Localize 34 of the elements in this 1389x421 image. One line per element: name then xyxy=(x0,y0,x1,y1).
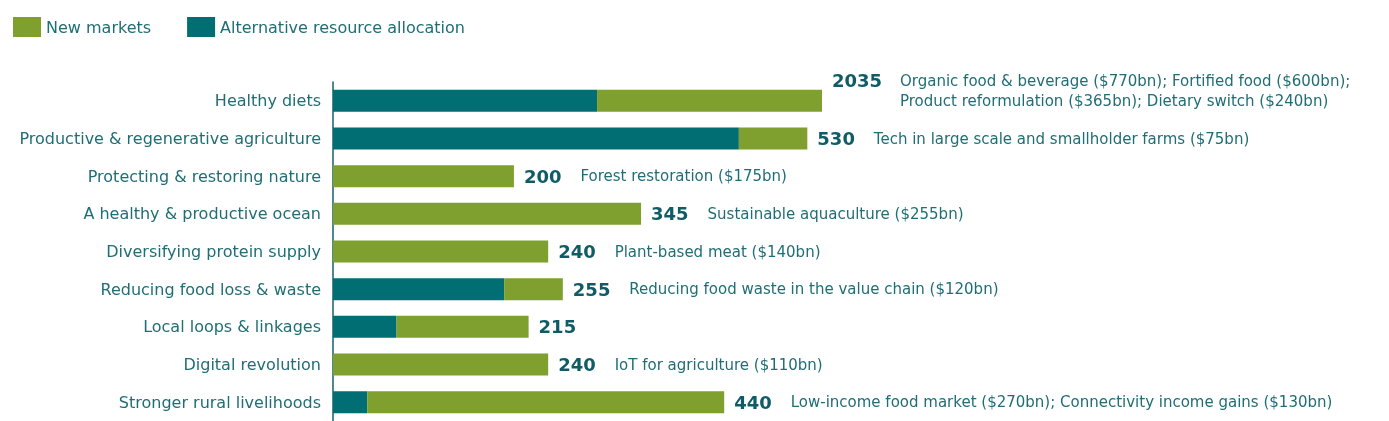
annotation: 530 Tech in large scale and smallholder farms ($75bn) xyxy=(817,128,1250,149)
bar xyxy=(333,353,549,376)
y-tick-label: Protecting & restoring nature xyxy=(87,166,321,186)
bar xyxy=(333,165,514,188)
bar xyxy=(333,391,368,414)
annotation: 240 IoT for agriculture ($110bn) xyxy=(558,354,823,375)
annotation: 345 Sustainable aquaculture ($255bn) xyxy=(651,203,964,225)
y-tick-label: Digital revolution xyxy=(183,355,321,374)
y-tick-label: Stronger rural livelihoods xyxy=(118,392,321,412)
bar xyxy=(333,278,505,301)
bar xyxy=(738,127,808,150)
bar xyxy=(333,240,549,263)
annotation: 2035 Organic food & beverage ($770bn); Fortified food ($600bn); Product reformulation ($365bn); Dietary switch ($240bn) xyxy=(832,70,1351,110)
legend-label: New markets xyxy=(46,17,152,37)
y-tick-label: A healthy & productive ocean xyxy=(83,204,321,224)
annotation: 215 xyxy=(538,316,577,338)
y-tick-label: Healthy diets xyxy=(214,91,321,111)
annotation: 240 Plant-based meat ($140bn) xyxy=(558,241,821,262)
bar xyxy=(396,315,529,338)
annotation: 255 Reducing food waste in the value chain ($120bn) xyxy=(572,278,999,300)
bar xyxy=(333,89,598,112)
y-tick-label: Reducing food loss & waste xyxy=(100,279,321,299)
y-tick-label: Productive & regenerative agriculture xyxy=(19,129,321,148)
bar xyxy=(504,278,563,301)
annotation: 200 Forest restoration ($175bn) xyxy=(523,165,787,187)
annotation: 440 Low-income food market ($270bn); Connectivity income gains ($130bn) xyxy=(734,391,1333,413)
bar xyxy=(333,127,739,150)
bar xyxy=(597,89,822,112)
legend-label: Alternative resource allocation xyxy=(220,17,465,37)
bar xyxy=(333,202,642,225)
bar xyxy=(333,315,397,338)
bar xyxy=(367,391,725,414)
y-tick-label: Local loops & linkages xyxy=(143,317,321,337)
y-tick-label: Diversifying protein supply xyxy=(106,242,321,261)
